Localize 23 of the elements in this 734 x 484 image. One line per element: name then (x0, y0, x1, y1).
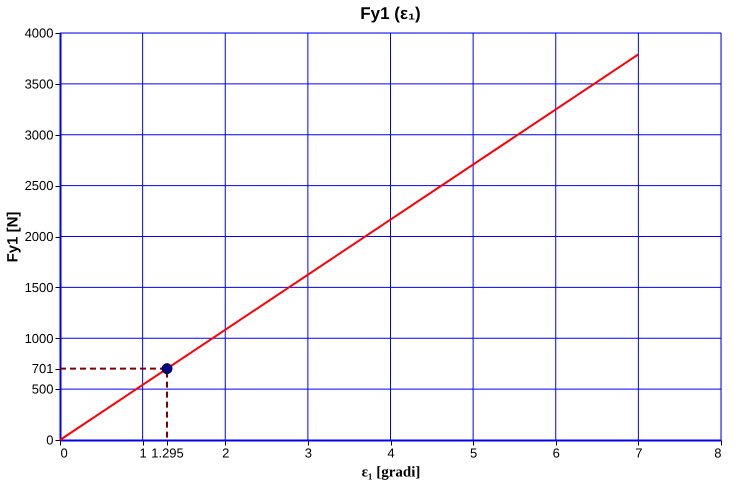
y-tick-label: 3500 (24, 76, 54, 92)
x-tick-label: 4 (387, 446, 395, 460)
chart-title: Fy1 (ε₁) (360, 4, 421, 23)
y-tick-label: 2500 (24, 178, 54, 194)
x-tick-label: 8 (714, 446, 722, 460)
y-tick-label: 1500 (24, 280, 54, 295)
x-tick-label: 1.295 (151, 446, 184, 460)
y-tick-label: 1000 (24, 330, 54, 346)
x-tick-label: 7 (635, 446, 642, 460)
x-tick-label: 2 (222, 446, 230, 460)
y-tick-label: 3000 (24, 127, 54, 142)
x-tick-label: 0 (60, 446, 68, 460)
x-tick-label: 1 (140, 446, 147, 460)
x-tick-label: 6 (552, 446, 560, 460)
y-tick-label: 0 (46, 432, 54, 448)
y-tick-label: 701 (32, 361, 54, 376)
x-axis-title: ε₁ [gradi] (362, 464, 420, 480)
x-tick-label: 3 (304, 446, 312, 460)
y-tick-label: 4000 (24, 26, 54, 40)
y-axis-title: Fy1 [N] (4, 212, 22, 262)
x-tick-label: 5 (470, 446, 478, 460)
y-tick-label: 2000 (24, 229, 54, 244)
y-tick-label: 500 (32, 382, 54, 397)
